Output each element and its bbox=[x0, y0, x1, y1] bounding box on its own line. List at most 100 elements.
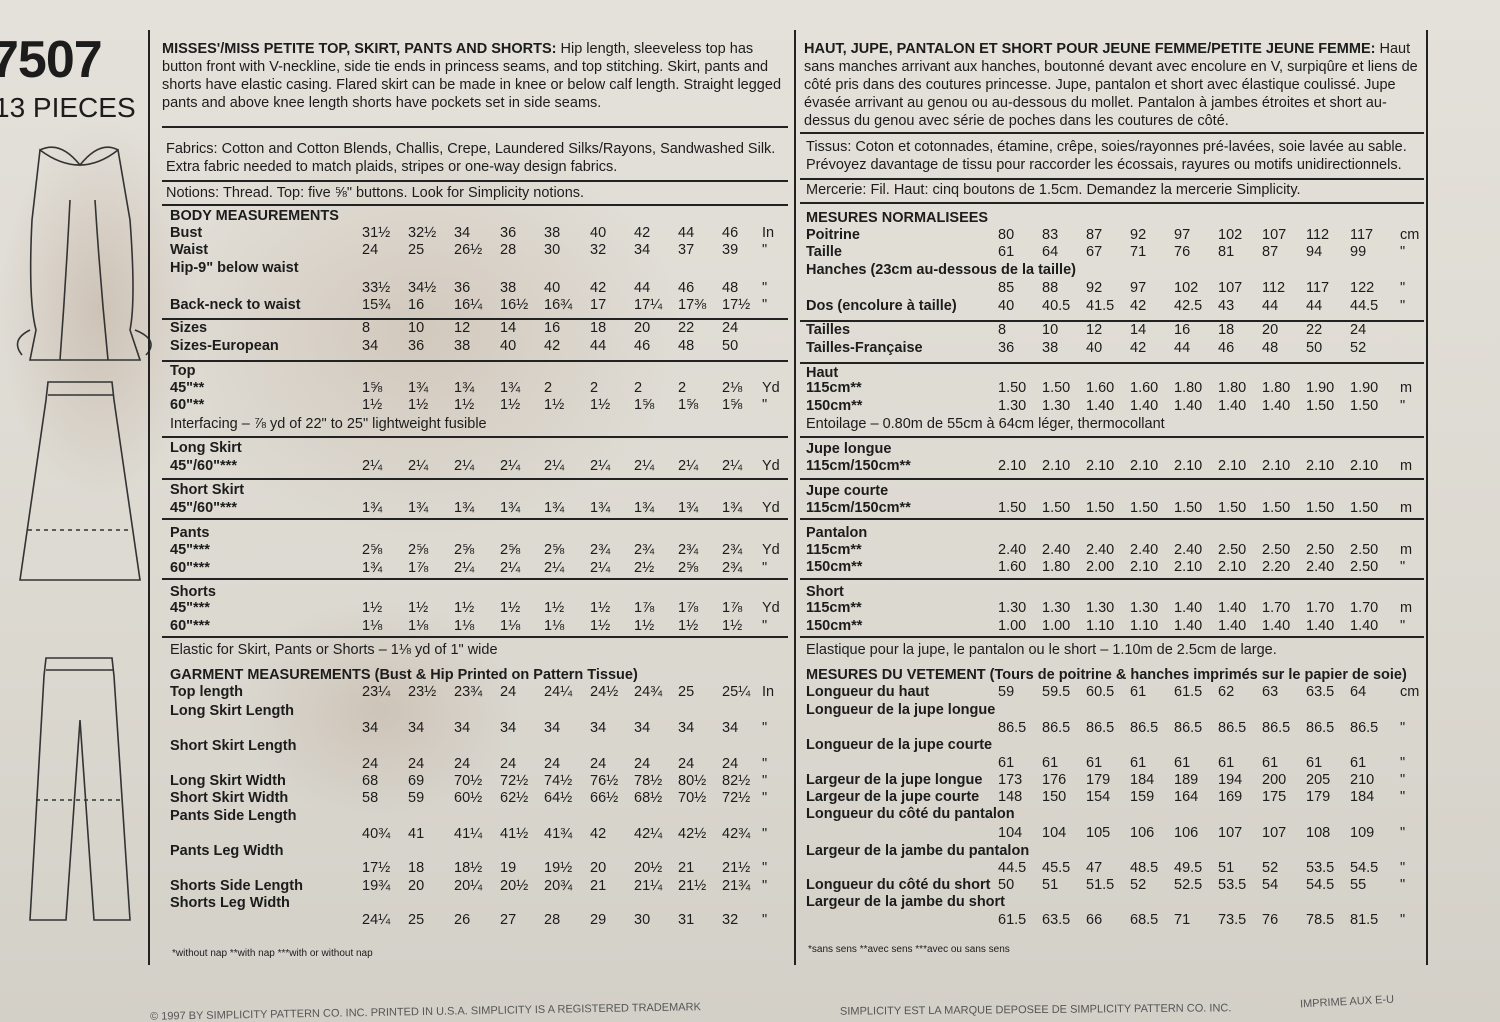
fr-cell: 63.5 bbox=[1042, 912, 1071, 928]
en-footnote: *without nap **with nap ***with or witho… bbox=[172, 948, 373, 959]
en-section-rule bbox=[162, 360, 788, 362]
fr-cell: 2.40 bbox=[998, 542, 1027, 558]
fr-cell: 107 bbox=[1262, 825, 1287, 841]
en-cell: 2¾ bbox=[634, 542, 655, 558]
fr-unit: " bbox=[1400, 280, 1406, 296]
fr-row-label: Taille bbox=[806, 244, 842, 260]
fr-cell: 1.30 bbox=[1130, 600, 1159, 616]
en-cell: 1⅛ bbox=[362, 618, 383, 634]
en-cell: 50 bbox=[722, 338, 739, 354]
en-cell: 17¼ bbox=[634, 297, 663, 313]
en-unit: " bbox=[762, 756, 768, 772]
en-cell: 42 bbox=[634, 225, 651, 241]
en-cell: 21 bbox=[678, 860, 695, 876]
fr-cell: 99 bbox=[1350, 244, 1367, 260]
en-row-label: Sizes-European bbox=[170, 338, 279, 354]
fr-row-label: 115cm/150cm** bbox=[806, 500, 911, 516]
garment-illustrations bbox=[16, 146, 152, 921]
en-cell: 20¾ bbox=[544, 878, 573, 894]
fr-cell: 2.20 bbox=[1262, 559, 1291, 575]
fr-cell: 104 bbox=[1042, 825, 1067, 841]
fr-cell: 78.5 bbox=[1306, 912, 1335, 928]
en-description: MISSES'/MISS PETITE TOP, SKIRT, PANTS AN… bbox=[162, 41, 782, 111]
fr-cell: 1.40 bbox=[1262, 398, 1291, 414]
en-cell: 32 bbox=[590, 242, 607, 258]
fr-cell: 2.40 bbox=[1130, 542, 1159, 558]
en-cell: 1⅝ bbox=[722, 397, 743, 413]
fr-cell: 1.10 bbox=[1130, 618, 1159, 634]
fr-cell: 1.10 bbox=[1086, 618, 1115, 634]
en-cell: 21¼ bbox=[634, 878, 663, 894]
en-cell: 1¾ bbox=[500, 500, 521, 516]
en-row-label: Pants Side Length bbox=[170, 808, 297, 824]
en-cell: 24¼ bbox=[544, 684, 573, 700]
en-cell: 2¼ bbox=[500, 560, 521, 576]
en-cell: 40 bbox=[500, 338, 517, 354]
en-cell: 70½ bbox=[678, 790, 707, 806]
en-cell: 34 bbox=[634, 720, 651, 736]
fr-cell: 148 bbox=[998, 789, 1023, 805]
fr-cell: 18 bbox=[1218, 322, 1235, 338]
en-cell: 74½ bbox=[544, 773, 573, 789]
en-cell: 34 bbox=[544, 720, 561, 736]
en-cell: 36 bbox=[454, 280, 471, 296]
fr-cell: 176 bbox=[1042, 772, 1067, 788]
en-cell: 24 bbox=[722, 756, 739, 772]
fr-cell: 2.50 bbox=[1218, 542, 1247, 558]
en-cell: 1⅞ bbox=[634, 600, 655, 616]
fr-section-rule bbox=[800, 362, 1424, 364]
fr-cell: 52 bbox=[1262, 860, 1279, 876]
fr-cell: 1.40 bbox=[1306, 618, 1335, 634]
fr-cell: 61.5 bbox=[1174, 684, 1203, 700]
fr-row-label: Longueur de la jupe longue bbox=[806, 702, 996, 718]
fr-cell: 51 bbox=[1218, 860, 1235, 876]
fr-cell: 54.5 bbox=[1350, 860, 1379, 876]
fr-cell: 42 bbox=[1130, 298, 1147, 314]
en-row-label: Interfacing – ⅞ yd of 22" to 25" lightwe… bbox=[170, 416, 487, 432]
en-cell: 12 bbox=[454, 320, 471, 336]
en-cell: 42 bbox=[544, 338, 561, 354]
fr-cell: 184 bbox=[1350, 789, 1375, 805]
en-cell: 44 bbox=[678, 225, 695, 241]
en-cell: 1⅞ bbox=[408, 560, 429, 576]
fr-cell: 1.80 bbox=[1042, 559, 1071, 575]
en-cell: 14 bbox=[500, 320, 517, 336]
en-cell: 59 bbox=[408, 790, 425, 806]
en-cell: 1½ bbox=[500, 600, 521, 616]
fr-cell: 1.50 bbox=[1218, 500, 1247, 516]
en-row-label: GARMENT MEASUREMENTS (Bust & Hip Printed… bbox=[170, 667, 638, 683]
en-cell: 34 bbox=[454, 720, 471, 736]
en-cell: 24 bbox=[634, 756, 651, 772]
fr-cell: 81 bbox=[1218, 244, 1235, 260]
fr-row-label: Hanches (23cm au-dessous de la taille) bbox=[806, 262, 1076, 278]
fr-cell: 1.40 bbox=[1350, 618, 1379, 634]
fr-row-label: Pantalon bbox=[806, 525, 868, 541]
en-row-label: Shorts bbox=[170, 584, 216, 600]
en-cell: 42 bbox=[590, 826, 607, 842]
en-cell: 17½ bbox=[362, 860, 391, 876]
en-cell: 42½ bbox=[678, 826, 707, 842]
fr-cell: 61 bbox=[1130, 684, 1147, 700]
en-cell: 72½ bbox=[500, 773, 529, 789]
en-cell: 21½ bbox=[722, 860, 751, 876]
en-unit: " bbox=[762, 912, 768, 928]
en-cell: 2¼ bbox=[590, 560, 611, 576]
fr-row-label: Longueur du haut bbox=[806, 684, 930, 700]
fr-unit: m bbox=[1400, 542, 1413, 558]
fr-cell: 1.40 bbox=[1086, 398, 1115, 414]
fr-cell: 52.5 bbox=[1174, 877, 1203, 893]
fr-row-label: 115cm** bbox=[806, 600, 862, 616]
en-unit: Yd bbox=[762, 500, 780, 516]
fr-unit: " bbox=[1400, 559, 1406, 575]
top-illustration-icon bbox=[16, 146, 152, 361]
fr-cell: 2.40 bbox=[1306, 559, 1335, 575]
en-cell: 40 bbox=[590, 225, 607, 241]
fr-cell: 94 bbox=[1306, 244, 1323, 260]
en-cell: 1⅛ bbox=[454, 618, 475, 634]
en-unit: " bbox=[762, 720, 768, 736]
fr-cell: 102 bbox=[1218, 227, 1243, 243]
fr-cell: 2.10 bbox=[1130, 559, 1159, 575]
fr-cell: 16 bbox=[1174, 322, 1191, 338]
fr-section-rule bbox=[800, 436, 1424, 438]
fr-cell: 59.5 bbox=[1042, 684, 1071, 700]
